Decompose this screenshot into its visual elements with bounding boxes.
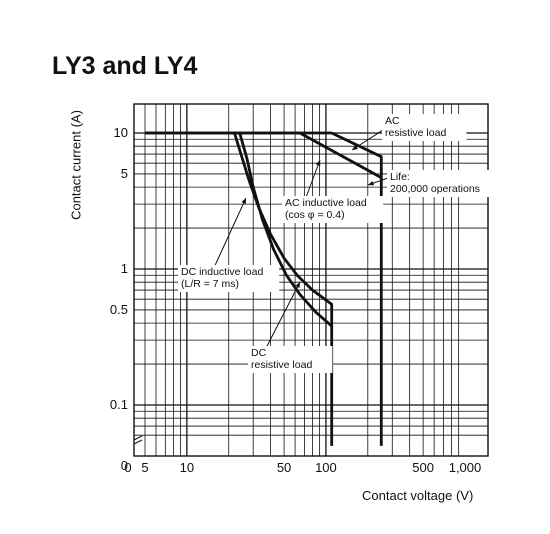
- y-tick-label: 1: [121, 261, 128, 276]
- dc-resistive-leader: [264, 281, 301, 351]
- dc-resistive-label-text: DC: [251, 347, 267, 359]
- x-tick-label: 500: [412, 460, 434, 475]
- dc-inductive-label-text: DC inductive load: [181, 266, 263, 278]
- life-leader-head: [368, 180, 374, 186]
- dc-inductive-leader: [211, 197, 247, 273]
- ac-inductive-label-text: AC inductive load: [285, 197, 367, 209]
- ac-inductive-leader-head: [315, 160, 321, 166]
- x-tick-label: 1,000: [449, 460, 482, 475]
- dc-inductive-label-bg: [178, 265, 280, 292]
- dc-resistive-leader-head: [295, 282, 300, 288]
- y-axis-break: [133, 439, 143, 445]
- y-tick-label: 0.1: [110, 397, 128, 412]
- ac-resistive-leader: [351, 129, 384, 151]
- x-tick-label: 100: [315, 460, 337, 475]
- ac-inductive-load-curve: [145, 131, 382, 179]
- chart-title: LY3 and LY4: [52, 52, 198, 80]
- y-axis-break: [133, 435, 143, 441]
- ac-inductive-leader: [304, 159, 321, 201]
- dc-inductive-label-text: (L/R = 7 ms): [181, 278, 239, 290]
- x-tick-label: 0: [124, 460, 131, 475]
- life-label-bg: [387, 170, 494, 197]
- life-label-text: Life:: [390, 171, 410, 183]
- ac-inductive-label-bg: [282, 196, 384, 223]
- x-axis-label: Contact voltage (V): [362, 488, 474, 503]
- y-tick-label: 0: [121, 458, 128, 473]
- dc-resistive-label-text: resistive load: [251, 359, 312, 371]
- x-tick-label: 50: [277, 460, 291, 475]
- y-tick-label: 0.5: [110, 302, 128, 317]
- y-tick-label: 10: [114, 125, 128, 140]
- dc-resistive-load-curve: [238, 132, 333, 328]
- life-label-text: 200,000 operations: [390, 183, 480, 195]
- ac-inductive-label-text: (cos φ = 0.4): [285, 209, 345, 221]
- dc-resistive-label-bg: [248, 346, 333, 373]
- y-tick-label: 5: [121, 166, 128, 181]
- ac-resistive-label-text: AC: [385, 115, 400, 127]
- x-tick-label: 10: [180, 460, 194, 475]
- ac-resistive-label-bg: [382, 114, 467, 141]
- ac-resistive-label-text: resistive load: [385, 127, 446, 139]
- dc-inductive-leader-head: [241, 198, 246, 204]
- x-tick-label: 5: [141, 460, 148, 475]
- ac-resistive-leader-head: [352, 145, 358, 150]
- dc-inductive-load-curve: [233, 132, 334, 446]
